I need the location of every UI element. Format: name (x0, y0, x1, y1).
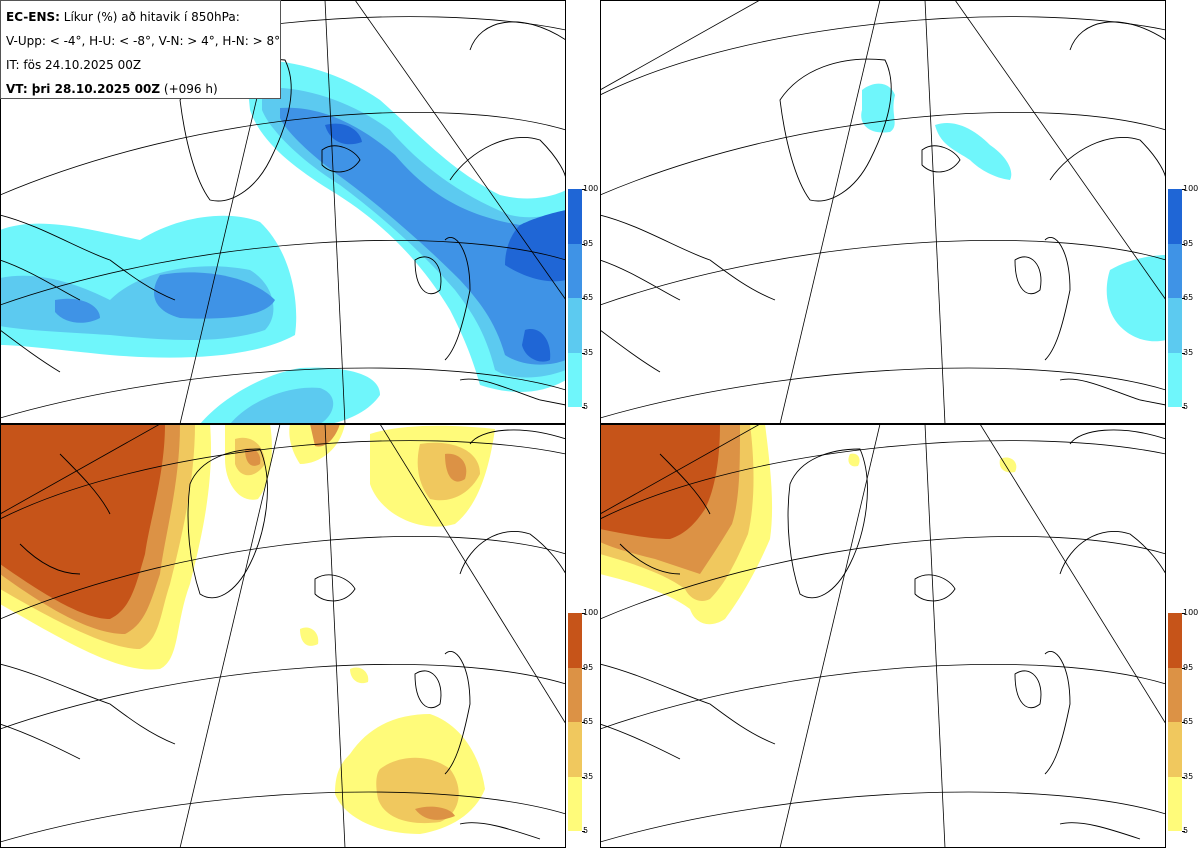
colorbar-tick-label: 35 (583, 771, 594, 781)
coastlines (0, 429, 566, 840)
colorbar-tick-label: 100 (583, 184, 599, 193)
colorbar-segment (568, 298, 582, 353)
panel-warm-plus8 (600, 424, 1166, 848)
colorbar-tick-label: 95 (583, 238, 594, 248)
colorbar-cold-top-right (1168, 189, 1182, 407)
colorbar-tick-label: 65 (583, 717, 594, 726)
coastlines (600, 21, 1166, 406)
colorbar-tick-label: 5 (583, 826, 589, 835)
graticule (0, 424, 566, 848)
colorbar-tick-mark (582, 298, 585, 299)
colorbar-segment (568, 613, 582, 668)
legend-model: EC-ENS: (6, 10, 60, 24)
colorbar-segment (568, 352, 582, 407)
colorbar-tick-mark (1182, 667, 1185, 669)
colorbar-tick-mark (1182, 722, 1185, 723)
colorbar-tick-mark (1182, 298, 1185, 299)
colorbar-segment (1168, 722, 1182, 777)
legend-title: Líkur (%) að hitavik í 850hPa: (59, 10, 240, 24)
colorbar-warm-bottom-right (1168, 613, 1182, 831)
panel-cold-minus8 (600, 0, 1166, 424)
panel-cold-minus4: EC-ENS: Líkur (%) að hitavik í 850hPa: V… (0, 0, 566, 424)
colorbar-tick-mark (1182, 831, 1185, 832)
prob-field (861, 83, 1166, 342)
colorbar-segment (1168, 667, 1182, 722)
colorbar-cold-top-left (568, 189, 582, 407)
colorbar-tick-mark (1182, 243, 1185, 245)
map-warm-plus8 (600, 424, 1166, 848)
colorbar-tick-mark (582, 407, 585, 408)
colorbar-segment (568, 776, 582, 831)
panel-warm-plus4 (0, 424, 566, 848)
colorbar-tick-mark (582, 722, 585, 723)
colorbar-tick-mark (582, 776, 585, 778)
colorbar-tick-mark (1182, 352, 1185, 354)
map-warm-plus4 (0, 424, 566, 848)
colorbar-segment (1168, 776, 1182, 831)
legend-line-4: VT: þri 28.10.2025 00Z (+096 h) (6, 77, 280, 101)
colorbar-tick-mark (582, 352, 585, 354)
colorbar-tick-label: 65 (1183, 717, 1194, 726)
colorbar-tick-label: 100 (1183, 608, 1199, 617)
colorbar-tick-label: 95 (1183, 238, 1194, 248)
colorbar-tick-label: 35 (583, 347, 594, 357)
legend-line-1: EC-ENS: Líkur (%) að hitavik í 850hPa: (6, 5, 280, 29)
colorbar-tick-mark (582, 613, 585, 614)
colorbar-segment (568, 189, 582, 244)
colorbar-segment (1168, 613, 1182, 668)
colorbar-tick-mark (582, 667, 585, 669)
colorbar-segment (568, 722, 582, 777)
colorbar-tick-label: 95 (583, 662, 594, 672)
prob-field (0, 424, 495, 834)
coastlines (0, 21, 566, 406)
colorbar-segment (1168, 243, 1182, 298)
colorbar-tick-mark (582, 243, 585, 245)
colorbar-tick-label: 100 (1183, 184, 1199, 193)
colorbar-tick-label: 65 (1183, 293, 1194, 302)
colorbar-tick-mark (1182, 407, 1185, 408)
colorbar-warm-bottom-left (568, 613, 582, 831)
colorbar-segment (568, 243, 582, 298)
colorbar-tick-label: 100 (583, 608, 599, 617)
coastlines (600, 429, 1166, 840)
legend-valid-time: VT: þri 28.10.2025 00Z (6, 82, 161, 96)
colorbar-segment (1168, 189, 1182, 244)
colorbar-tick-label: 5 (1183, 826, 1189, 835)
colorbar-tick-label: 95 (1183, 662, 1194, 672)
colorbar-tick-label: 35 (1183, 771, 1194, 781)
legend-lead: (+096 h) (160, 82, 218, 96)
legend-box: EC-ENS: Líkur (%) að hitavik í 850hPa: V… (0, 0, 281, 99)
colorbar-tick-label: 35 (1183, 347, 1194, 357)
prob-field (0, 59, 566, 424)
legend-line-2: V-Upp: < -4°, H-U: < -8°, V-N: > 4°, H-N… (6, 34, 281, 48)
colorbar-segment (568, 667, 582, 722)
graticule (600, 424, 1166, 848)
graticule (600, 0, 1166, 424)
colorbar-tick-mark (582, 189, 585, 190)
colorbar-tick-mark (1182, 776, 1185, 778)
colorbar-segment (1168, 352, 1182, 407)
colorbar-segment (1168, 298, 1182, 353)
prob-field (600, 424, 1017, 625)
map-cold-minus4 (0, 0, 566, 424)
colorbar-tick-mark (1182, 613, 1185, 614)
colorbar-tick-mark (1182, 189, 1185, 190)
legend-line-3: IT: fös 24.10.2025 00Z (6, 58, 142, 72)
colorbar-tick-label: 65 (583, 293, 594, 302)
colorbar-tick-mark (582, 831, 585, 832)
map-cold-minus8 (600, 0, 1166, 424)
colorbar-tick-label: 5 (583, 402, 589, 411)
colorbar-tick-label: 5 (1183, 402, 1189, 411)
